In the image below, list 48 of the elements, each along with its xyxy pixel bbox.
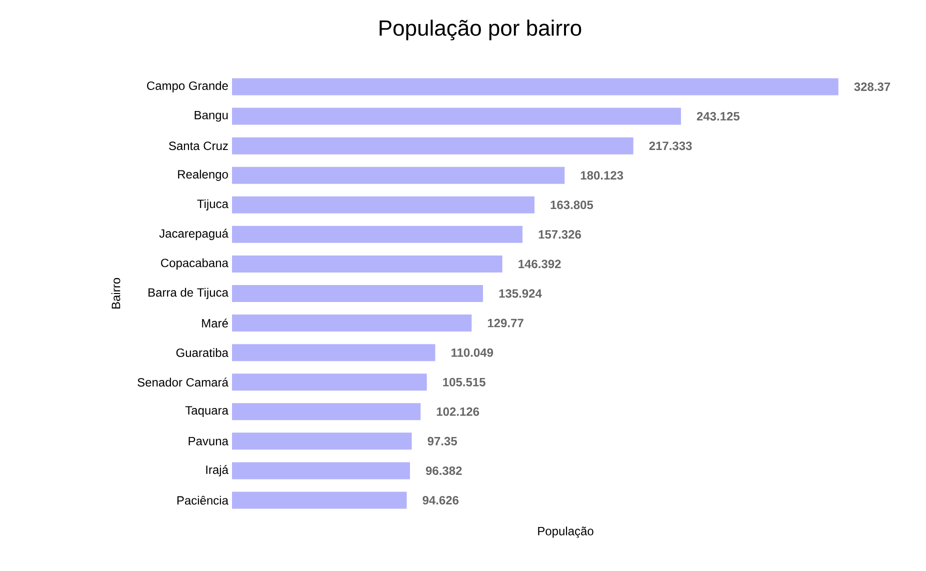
data-label: 328.37 bbox=[854, 82, 890, 92]
bar bbox=[232, 374, 427, 391]
data-label: 129.77 bbox=[488, 318, 524, 328]
y-tick-label: Maré bbox=[202, 318, 228, 328]
bar bbox=[232, 285, 483, 302]
data-label: 135.924 bbox=[499, 289, 542, 298]
x-axis-title: População bbox=[538, 526, 594, 538]
y-tick-label: Taquara bbox=[185, 406, 228, 418]
bar bbox=[232, 462, 410, 480]
data-label: 102.126 bbox=[436, 407, 480, 416]
data-label: 180.123 bbox=[580, 171, 624, 180]
bar bbox=[232, 137, 634, 154]
y-axis-title: Bairro bbox=[111, 278, 120, 309]
bar bbox=[232, 226, 523, 243]
data-label: 146.392 bbox=[518, 260, 561, 268]
data-label: 157.326 bbox=[538, 230, 581, 239]
bar bbox=[232, 344, 436, 362]
y-tick-label: Campo Grande bbox=[147, 81, 228, 92]
bar bbox=[232, 108, 681, 125]
data-label: 217.333 bbox=[649, 142, 692, 150]
bar bbox=[232, 255, 502, 272]
data-label: 110.049 bbox=[452, 348, 494, 357]
bar bbox=[232, 432, 412, 450]
y-tick-label: Pavuna bbox=[188, 436, 228, 446]
chart-title: População por bairro bbox=[380, 20, 582, 40]
bar bbox=[232, 196, 534, 214]
y-tick-label: Barra de Tijuca bbox=[148, 288, 228, 300]
y-tick-label: Senador Camará bbox=[138, 378, 228, 387]
data-label: 94.626 bbox=[422, 496, 459, 504]
bar bbox=[232, 403, 421, 420]
y-tick-label: Jacarepaguá bbox=[159, 228, 228, 240]
data-label: 105.515 bbox=[443, 378, 486, 386]
y-tick-label: Realengo bbox=[178, 170, 228, 181]
y-tick-label: Irajá bbox=[206, 465, 228, 476]
bar bbox=[232, 166, 565, 184]
bar bbox=[232, 78, 838, 96]
y-tick-label: Paciência bbox=[177, 496, 228, 505]
y-tick-label: Tijuca bbox=[197, 199, 228, 210]
data-label: 163.805 bbox=[550, 200, 594, 210]
y-tick-label: Copacabana bbox=[161, 258, 228, 270]
y-tick-label: Guaratiba bbox=[176, 348, 228, 357]
y-tick-label: Santa Cruz bbox=[168, 142, 228, 150]
data-label: 96.382 bbox=[426, 466, 462, 475]
y-tick-label: Bangu bbox=[194, 110, 228, 122]
bar bbox=[232, 492, 407, 509]
bar bbox=[232, 314, 472, 332]
data-label: 97.35 bbox=[428, 436, 457, 446]
data-label: 243.125 bbox=[696, 112, 740, 121]
